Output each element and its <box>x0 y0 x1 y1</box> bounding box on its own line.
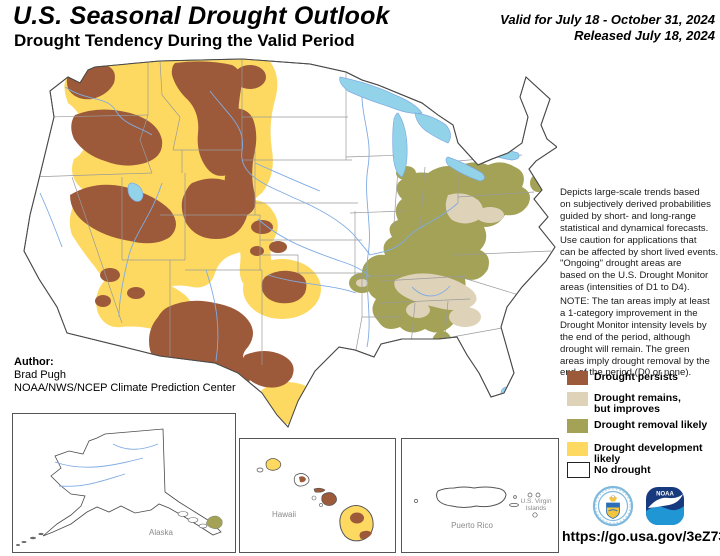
author-org: NOAA/NWS/NCEP Climate Prediction Center <box>14 382 236 394</box>
legend-label-no-drought: No drought <box>594 464 651 476</box>
legend-swatch-development <box>567 442 588 456</box>
doc-seal-logo <box>592 485 634 527</box>
note-paragraph: NOTE: The tan areas imply at least a 1-c… <box>560 296 710 379</box>
usvi-label-line1: U.S. Virgin <box>521 498 552 505</box>
valid-period-block: Valid for July 18 - October 31, 2024 Rel… <box>500 12 715 44</box>
usvi-label-line2: Islands <box>526 505 547 512</box>
puerto-rico-inset: Puerto Rico U.S. Virgin Islands <box>401 438 559 553</box>
release-date: Released July 18, 2024 <box>574 28 715 43</box>
great-lakes <box>127 76 520 400</box>
agency-logos: NOAA <box>592 485 688 527</box>
author-name: Brad Pugh <box>14 369 66 381</box>
author-block: Author: Brad Pugh NOAA/NWS/NCEP Climate … <box>14 356 236 395</box>
legend-swatch-improves <box>567 392 588 406</box>
legend-label-development: Drought development likely <box>594 442 703 465</box>
valid-dates: Valid for July 18 - October 31, 2024 <box>500 12 715 27</box>
alaska-label: Alaska <box>149 528 174 537</box>
puerto-rico-label: Puerto Rico <box>451 521 493 530</box>
eagle-icon <box>609 495 617 502</box>
page-title: U.S. Seasonal Drought Outlook <box>13 2 390 30</box>
legend-swatch-no-drought <box>567 462 590 478</box>
legend-label-improves: Drought remains, but improves <box>594 392 681 415</box>
info-url: https://go.usa.gov/3eZ73 <box>562 528 720 544</box>
alaska-inset: Alaska <box>12 413 236 553</box>
legend-label-removal: Drought removal likely <box>594 419 708 431</box>
legend-swatch-removal <box>567 419 588 433</box>
legend-label-persists: Drought persists <box>594 371 679 383</box>
drought-improves-areas <box>356 193 504 327</box>
hawaii-label: Hawaii <box>272 510 296 519</box>
author-label: Author: <box>14 356 54 368</box>
state-borders <box>29 59 552 365</box>
rivers <box>39 84 459 362</box>
legend-swatch-persists <box>567 371 588 385</box>
noaa-logo: NOAA <box>646 487 684 525</box>
page-subtitle: Drought Tendency During the Valid Period <box>14 31 355 50</box>
hawaii-inset: Hawaii <box>239 438 396 553</box>
seagull-icon <box>648 494 683 508</box>
alaska-drought-removal-area <box>205 515 223 530</box>
conus-map-svg <box>23 58 557 428</box>
noaa-logo-text: NOAA <box>656 492 674 498</box>
conus-map <box>10 55 557 445</box>
description-paragraph: Depicts large-scale trends based on subj… <box>560 187 719 294</box>
